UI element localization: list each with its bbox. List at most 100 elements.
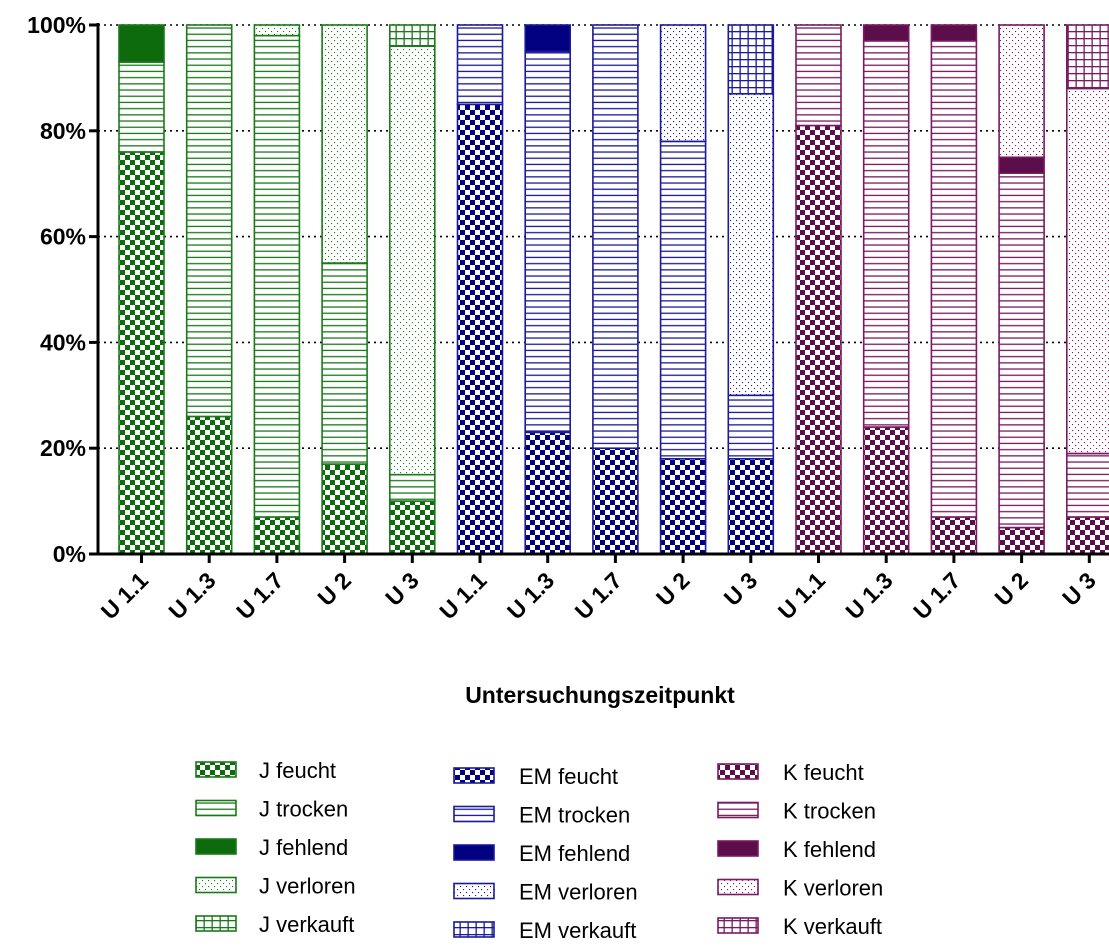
bar-segment-j-feucht <box>118 151 165 555</box>
bar-em-u2 <box>659 24 707 555</box>
x-tick-label: U 1.1 <box>773 567 830 624</box>
bar-segment-em-trocken <box>727 394 775 460</box>
bar-k-u2 <box>998 24 1045 555</box>
legend-swatch <box>195 761 237 778</box>
legend-item-j-verloren: J verloren <box>195 874 356 899</box>
bar-segment-em-feucht <box>456 103 504 555</box>
legend-swatch <box>453 844 495 861</box>
x-tick-label: U 1.1 <box>434 567 491 624</box>
bar-segment-em-feucht <box>524 431 572 555</box>
legend-item-k-fehlend: K fehlend <box>717 837 876 862</box>
legend-swatch <box>453 805 495 823</box>
bar-segment-j-fehlend <box>118 24 165 63</box>
bar-j-u1-1 <box>118 24 165 555</box>
legend-item-j-verkauft: J verkauft <box>195 912 354 937</box>
legend-swatch <box>195 876 237 894</box>
bar-em-u1-3 <box>524 24 572 555</box>
legend-label: J verkauft <box>259 912 354 937</box>
bar-segment-em-trocken <box>456 24 504 106</box>
legend: J feucht J trocken J fehlend J verloren J ve… <box>195 758 883 943</box>
legend-swatch <box>195 838 237 855</box>
bar-segment-em-verkauft <box>727 24 775 95</box>
legend-swatch <box>717 878 759 896</box>
x-tick-label: U 1.7 <box>231 567 288 624</box>
legend-label: J trocken <box>259 797 348 822</box>
legend-swatch <box>717 840 759 857</box>
x-tick-label: U 2 <box>312 567 356 611</box>
legend-label: EM feucht <box>519 764 618 789</box>
x-tick-label: U 3 <box>719 567 763 611</box>
x-tick-label: U 3 <box>380 567 424 611</box>
legend-swatch <box>717 917 759 934</box>
bar-segment-em-trocken <box>592 24 639 450</box>
legend-item-em-verkauft: EM verkauft <box>453 918 636 943</box>
bar-j-u2 <box>321 24 368 555</box>
x-tick-label: U 2 <box>989 567 1033 611</box>
bar-segment-k-verloren <box>1066 87 1109 455</box>
bar-segment-k-trocken <box>795 24 842 127</box>
bars-layer <box>118 24 1109 555</box>
legend-swatch <box>195 799 237 817</box>
bar-k-u1-1 <box>795 24 842 555</box>
bar-j-u1-7 <box>253 24 301 555</box>
axes <box>96 23 1109 556</box>
y-tick-label: 80% <box>40 118 86 144</box>
bar-segment-j-feucht <box>253 516 301 555</box>
bar-segment-j-verloren <box>253 24 301 37</box>
y-tick-label: 40% <box>40 329 86 355</box>
legend-label: EM verloren <box>519 880 638 905</box>
legend-item-j-fehlend: J fehlend <box>195 835 348 860</box>
bar-segment-k-feucht <box>862 426 910 555</box>
legend-label: K feucht <box>783 760 864 785</box>
bar-segment-em-trocken <box>524 50 572 434</box>
legend-label: J fehlend <box>259 835 348 860</box>
bar-segment-em-fehlend <box>524 24 572 53</box>
legend-label: J feucht <box>259 758 336 783</box>
bar-segment-k-verloren <box>998 24 1045 159</box>
bar-segment-em-verloren <box>659 24 707 143</box>
legend-label: EM trocken <box>519 803 630 828</box>
legend-swatch <box>453 921 495 938</box>
bar-segment-j-trocken <box>253 34 301 518</box>
bar-segment-em-feucht <box>659 457 707 555</box>
y-tick-label: 20% <box>40 435 86 461</box>
x-tick-label: U 3 <box>1057 567 1101 611</box>
bar-segment-k-feucht <box>1066 516 1109 555</box>
x-tick-label: U 1.7 <box>570 567 627 624</box>
x-tick-label: U 2 <box>651 567 695 611</box>
bar-segment-j-trocken <box>388 473 436 502</box>
bar-segment-k-verkauft <box>1066 24 1109 90</box>
legend-swatch <box>453 767 495 784</box>
bar-segment-k-fehlend <box>998 156 1045 174</box>
bar-k-u1-3 <box>862 24 910 555</box>
bar-segment-j-trocken <box>321 262 368 465</box>
legend-item-k-verloren: K verloren <box>717 876 883 901</box>
legend-label: K verkauft <box>783 914 882 939</box>
bar-k-u1-7 <box>930 24 978 555</box>
bar-segment-k-feucht <box>998 526 1045 555</box>
y-tick-label: 100% <box>27 12 86 38</box>
x-tick-label: U 1.3 <box>163 567 220 624</box>
bar-em-u1-7 <box>592 24 639 555</box>
bar-segment-k-trocken <box>862 40 910 428</box>
x-tick-label: U 1.3 <box>840 567 897 624</box>
bar-segment-k-trocken <box>930 40 978 518</box>
bar-segment-j-verkauft <box>388 24 436 47</box>
bar-j-u3 <box>388 24 436 555</box>
bar-em-u1-1 <box>456 24 504 555</box>
legend-item-k-feucht: K feucht <box>717 760 864 785</box>
bar-segment-em-trocken <box>659 140 707 460</box>
bar-segment-k-trocken <box>998 172 1045 529</box>
legend-swatch <box>717 763 759 780</box>
legend-item-j-feucht: J feucht <box>195 758 336 783</box>
legend-label: K trocken <box>783 799 876 824</box>
bar-segment-j-feucht <box>185 415 233 555</box>
bar-segment-j-feucht <box>388 500 436 555</box>
legend-swatch <box>453 882 495 900</box>
bar-j-u1-3 <box>185 24 233 555</box>
legend-label: EM fehlend <box>519 841 630 866</box>
bar-segment-k-feucht <box>930 516 978 555</box>
legend-item-k-trocken: K trocken <box>717 799 876 824</box>
